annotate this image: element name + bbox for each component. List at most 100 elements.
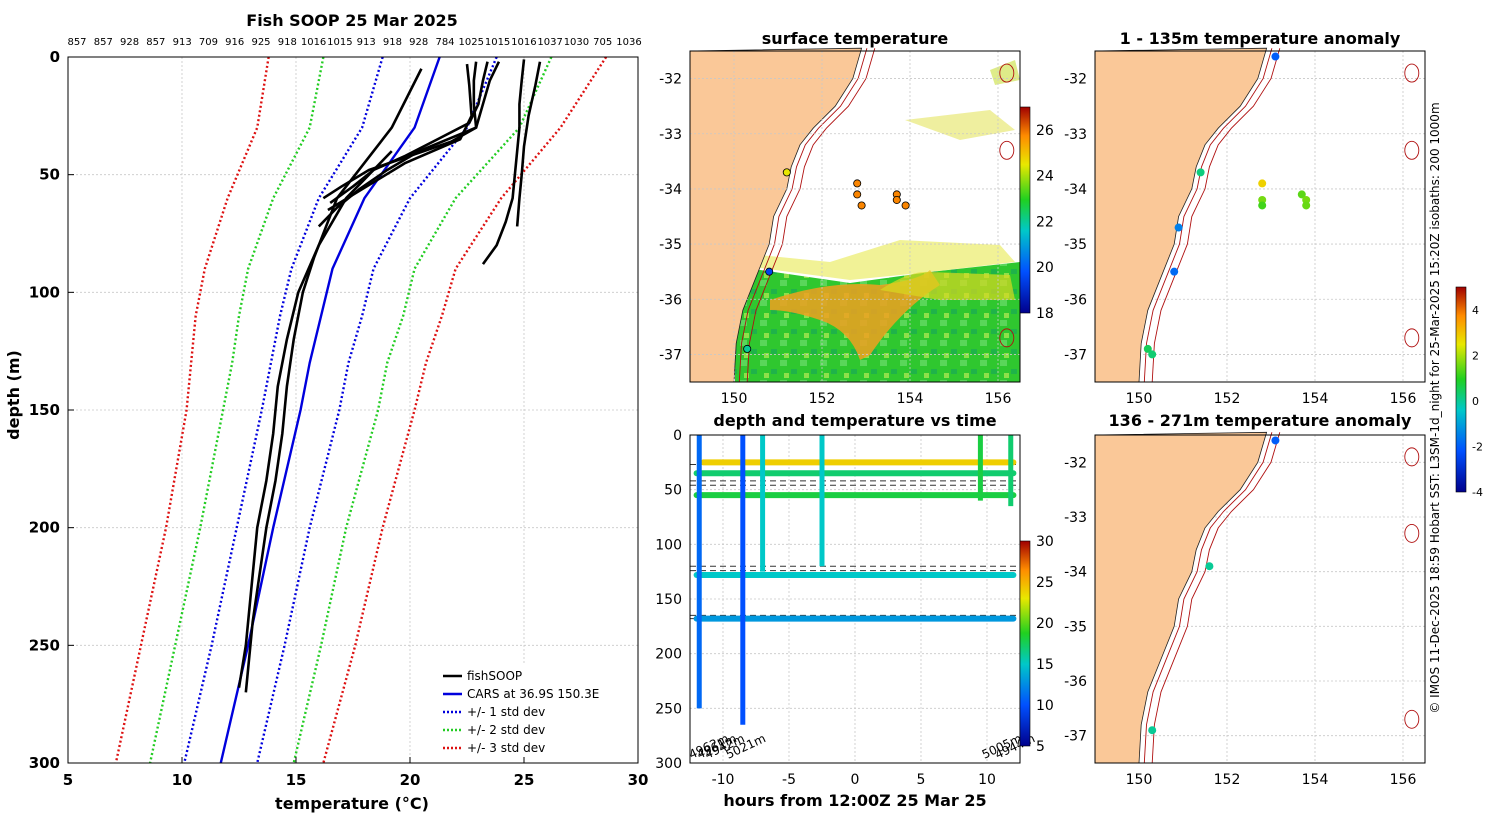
map-ytick-label: -34 — [659, 182, 682, 198]
std-dev-line — [148, 56, 325, 764]
profile-xtick-label: 25 — [514, 771, 535, 789]
map-ytick-label: -37 — [659, 347, 682, 363]
profile-xtick-label: 5 — [63, 771, 73, 789]
dt-xtick-label: -10 — [712, 772, 735, 788]
depth-time-data — [690, 435, 1020, 725]
isobath-line — [1143, 432, 1273, 764]
profile-top-label: 705 — [593, 37, 612, 48]
profile-ytick-label: 0 — [50, 48, 60, 66]
sst-title: surface temperature — [762, 29, 949, 48]
sst-colorbar-label: 20 — [1036, 260, 1054, 276]
profile-top-label: 1036 — [616, 37, 641, 48]
anomaly-upper-point — [1148, 350, 1157, 359]
profile-lines — [114, 56, 608, 764]
sst-field — [735, 60, 1020, 382]
profile-top-label: 928 — [120, 37, 139, 48]
anomaly-lower-point — [1205, 562, 1214, 571]
profile-top-label: 1025 — [459, 37, 484, 48]
seamount-isobath — [1404, 447, 1420, 467]
dt-colorbar-label: 25 — [1036, 575, 1054, 591]
legend-fishsoop: fishSOOP — [467, 669, 522, 683]
anomaly-lower-point — [1271, 436, 1280, 445]
depth-time-xlabel: hours from 12:00Z 25 Mar 25 — [723, 791, 986, 810]
sst-station-point — [901, 201, 910, 210]
seamount-isobath — [1404, 63, 1420, 83]
anomaly-upper-title: 1 - 135m temperature anomaly — [1120, 29, 1401, 48]
std-dev-line — [322, 56, 608, 764]
profile-xtick-label: 10 — [172, 771, 193, 789]
anomaly-colorbar-label: 2 — [1472, 349, 1479, 362]
sst-colorbar — [1019, 106, 1031, 314]
fishsoop-profile-line — [327, 63, 473, 212]
map-ytick-label: -33 — [1064, 510, 1087, 526]
sst-panel: surface temperature 150 152 154 156 -32 -33 -3… — [659, 29, 1054, 407]
dt-ytick-label: 150 — [655, 592, 682, 608]
seamount-isobath — [1404, 523, 1420, 543]
anomaly-upper-point — [1297, 190, 1306, 199]
map-xtick-label: 154 — [1302, 772, 1329, 788]
profile-top-label: 918 — [383, 37, 402, 48]
dt-colorbar-label: 15 — [1036, 657, 1054, 673]
isobath-line — [1151, 432, 1281, 764]
anomaly-upper-panel: 1 - 135m temperature anomaly 150 152 154 15… — [1064, 29, 1426, 407]
map-ytick-label: -34 — [1064, 182, 1087, 198]
seamount-isobath — [1404, 140, 1420, 160]
map-xtick-label: 156 — [1390, 391, 1417, 407]
anomaly-lower-land — [1094, 431, 1268, 764]
sst-station-point — [853, 190, 862, 199]
dt-colorbar-label: 5 — [1036, 739, 1045, 755]
depth-time-grid — [690, 435, 1020, 763]
profile-ytick-label: 100 — [29, 283, 60, 301]
dt-ytick-label: 250 — [655, 701, 682, 717]
map-ytick-label: -33 — [1064, 127, 1087, 143]
profile-legend: fishSOOP CARS at 36.9S 150.3E +/- 1 std … — [438, 664, 628, 756]
map-xtick-label: 152 — [809, 391, 836, 407]
profile-top-label: 857 — [146, 37, 165, 48]
dt-xtick-label: 0 — [851, 772, 860, 788]
anomaly-colorbar — [1455, 286, 1467, 493]
map-ytick-label: -33 — [659, 127, 682, 143]
profile-ytick-label: 50 — [39, 166, 60, 184]
anomaly-upper-point — [1170, 267, 1179, 276]
map-xtick-label: 154 — [897, 391, 924, 407]
profile-top-label: 913 — [357, 37, 376, 48]
anomaly-colorbar-ticks: -4 -2 0 2 4 — [1472, 304, 1483, 499]
profile-ytick-label: 250 — [29, 636, 60, 654]
profile-ylabel: depth (m) — [4, 350, 23, 440]
anomaly-upper-isobaths — [1143, 48, 1420, 383]
anomaly-upper-point — [1143, 344, 1152, 353]
map-ytick-label: -32 — [1064, 455, 1087, 471]
map-ytick-label: -32 — [1064, 72, 1087, 88]
sst-colorbar-label: 22 — [1036, 214, 1054, 230]
anomaly-lower-points — [1148, 436, 1280, 735]
sst-grid — [690, 51, 1020, 382]
fishsoop-profile-line — [329, 61, 489, 204]
anomaly-colorbar-label: -4 — [1472, 486, 1483, 499]
profile-top-label: 913 — [173, 37, 192, 48]
map-ytick-label: -37 — [1064, 347, 1087, 363]
legend-std1: +/- 1 std dev — [467, 705, 545, 719]
anomaly-lower-point — [1148, 726, 1157, 735]
map-ytick-label: -35 — [1064, 619, 1087, 635]
isobath-line — [1143, 48, 1273, 383]
map-xtick-label: 154 — [1302, 391, 1329, 407]
profile-ytick-label: 200 — [29, 519, 60, 537]
anomaly-colorbar-label: 4 — [1472, 304, 1479, 317]
profile-ytick-label: 300 — [29, 754, 60, 772]
map-ytick-label: -36 — [1064, 292, 1087, 308]
anomaly-upper-point — [1258, 179, 1267, 188]
profile-top-label: 925 — [251, 37, 270, 48]
profile-top-label: 1016 — [301, 37, 326, 48]
anomaly-colorbar-label: 0 — [1472, 395, 1479, 408]
dt-xtick-label: 10 — [978, 772, 996, 788]
profile-top-label: 709 — [199, 37, 218, 48]
anomaly-colorbar-label: -2 — [1472, 440, 1483, 453]
depth-time-title: depth and temperature vs time — [713, 411, 996, 430]
profile-xlabel: temperature (°C) — [275, 794, 429, 813]
sst-colorbar-label: 26 — [1036, 123, 1054, 139]
profile-top-labels: 857 857 928 857 913 709 916 925 918 1016 1015 913 91… — [67, 37, 641, 48]
dt-colorbar-label: 10 — [1036, 698, 1054, 714]
map-xtick-label: 156 — [1390, 772, 1417, 788]
